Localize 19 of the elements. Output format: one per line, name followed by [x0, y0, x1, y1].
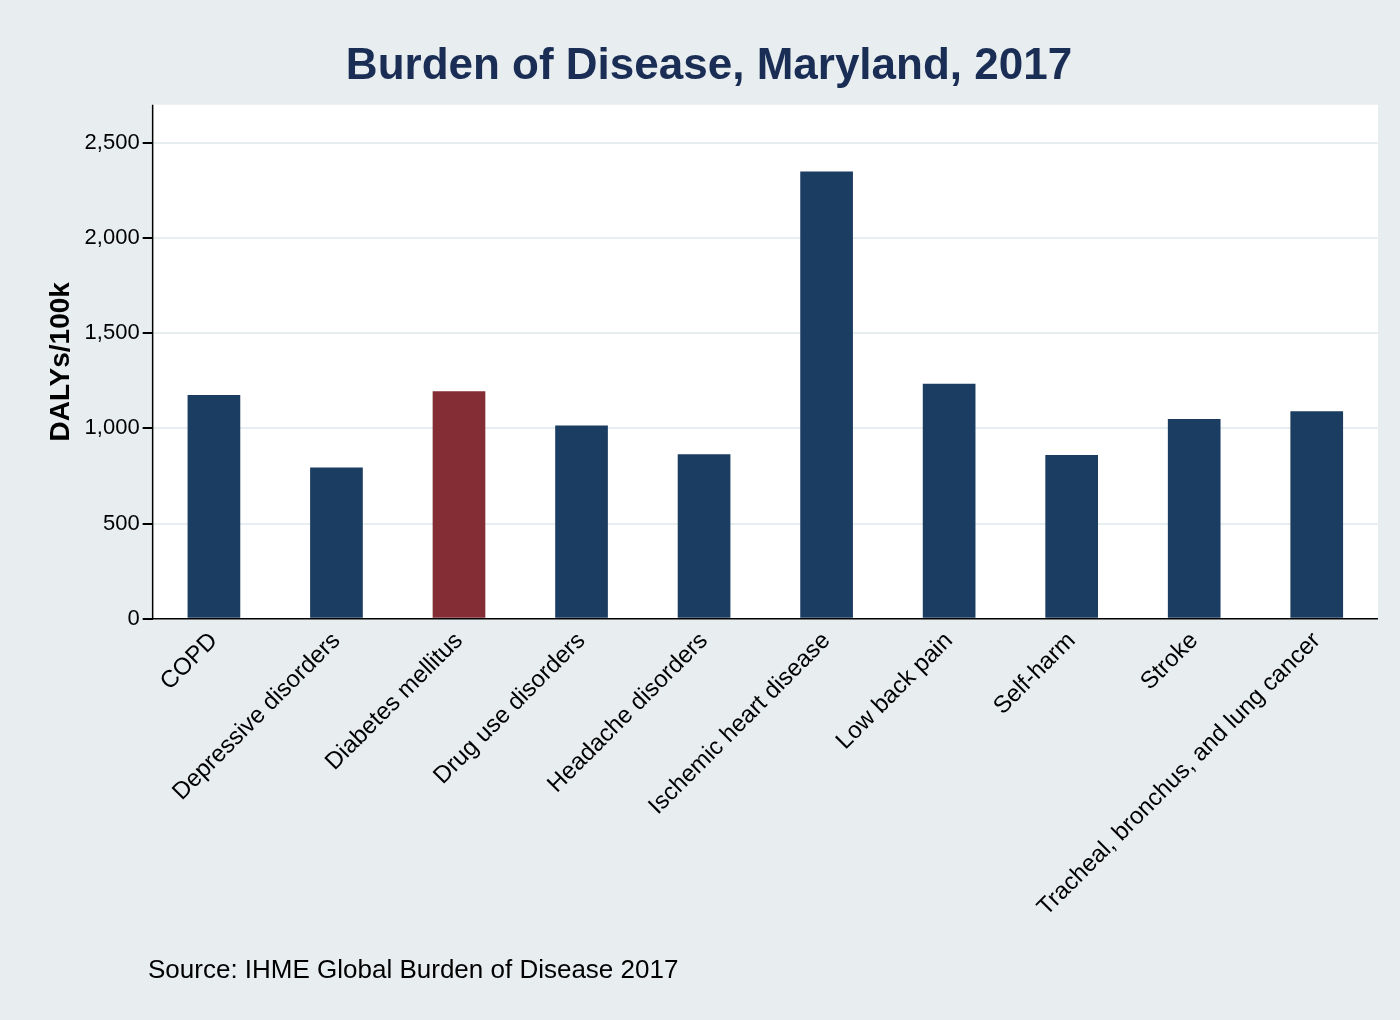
bar [922, 383, 976, 618]
source-note: Source: IHME Global Burden of Disease 2017 [148, 954, 679, 984]
bar [677, 454, 731, 618]
y-tick-label: 0 [127, 604, 140, 630]
bar [1167, 418, 1221, 618]
y-tick-label: 500 [102, 509, 140, 535]
bar [187, 395, 241, 618]
bar [432, 391, 486, 618]
bar [555, 425, 608, 618]
y-axis-title: DALYs/100k [43, 281, 75, 442]
y-tick-label: 2,000 [84, 224, 140, 250]
bar [1045, 455, 1099, 618]
y-tick-label: 1,500 [84, 319, 140, 345]
bar [1290, 411, 1344, 618]
y-tick-label: 2,500 [84, 128, 140, 154]
bar [310, 467, 363, 618]
bar [800, 171, 853, 618]
chart-title: Burden of Disease, Maryland, 2017 [345, 38, 1073, 88]
y-tick-label: 1,000 [84, 414, 140, 440]
